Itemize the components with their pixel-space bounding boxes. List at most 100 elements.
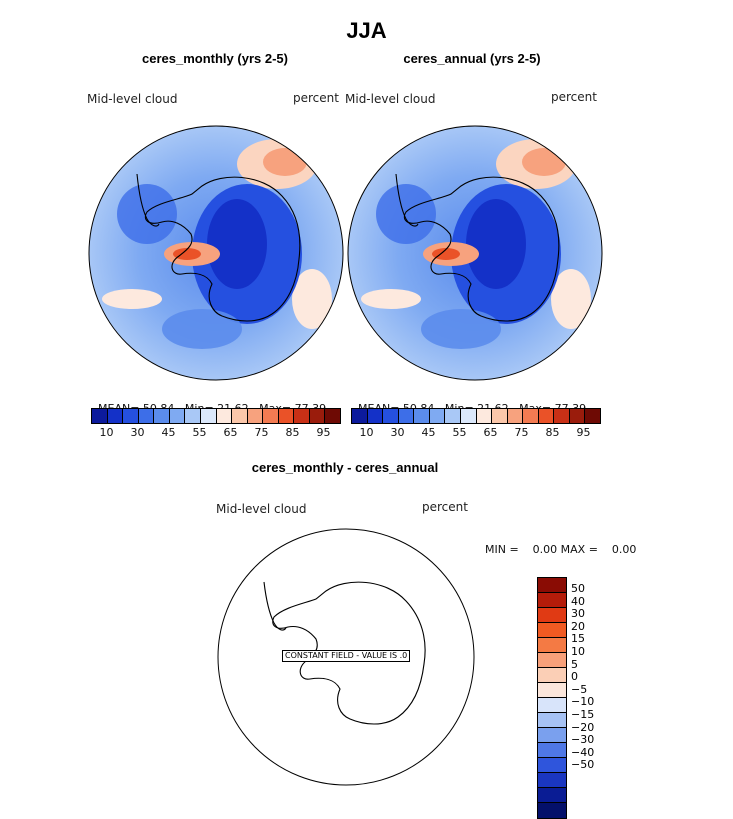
diff-units-label: percent [422,500,468,514]
colorbar-swatch [538,623,566,638]
colorbar-tick-label: 50 [571,582,585,595]
panel-1-title: ceres_monthly (yrs 2-5) [142,51,288,66]
colorbar-tick-label: 15 [571,632,585,646]
colorbar-swatch [538,713,566,728]
antarctica-coastline [144,176,301,322]
colorbar-tick-label: 95 [576,426,591,439]
warm-core-northeast [522,148,566,176]
colorbar-swatch [538,683,566,698]
colorbar-swatch [367,409,384,423]
colorbar-swatch [538,758,566,773]
colorbar-swatch [185,409,201,423]
colorbar-swatch [352,409,368,423]
warm-patch-east [292,269,332,329]
panel-1-colorbar [91,408,341,424]
colorbar-swatch [294,409,310,423]
colorbar-swatch [538,653,566,668]
colorbar-swatch [107,409,124,423]
colorbar-tick-label: −50 [571,758,595,772]
colorbar-swatch [538,593,566,608]
colorbar-swatch [507,409,524,423]
panel-1-variable-label: Mid-level cloud [87,92,178,106]
colorbar-swatch [569,409,586,423]
cold-patch-northwest [117,184,177,244]
colorbar-tick-label: −40 [571,745,595,759]
colorbar-swatch [325,409,340,423]
colorbar-tick-label: 10 [99,426,114,439]
colorbar-tick-label: 20 [571,619,585,633]
colorbar-swatch [383,409,399,423]
cold-core-continent [207,199,267,289]
cold-patch-south [162,309,242,349]
colorbar-swatch [309,409,326,423]
antarctica-coastline [403,176,560,322]
colorbar-tick-label: −5 [571,682,588,696]
colorbar-swatch [538,668,566,683]
diff-colorbar [537,577,567,819]
constant-field-note: CONSTANT FIELD - VALUE IS .0 [282,650,411,662]
colorbar-tick-label: 55 [192,426,207,439]
colorbar-tick-label: 30 [571,607,585,621]
colorbar-swatch [263,409,279,423]
cold-core-continent [466,199,526,289]
colorbar-tick-label: −15 [571,707,595,721]
colorbar-swatch [92,409,108,423]
colorbar-swatch [492,409,508,423]
peninsula-coastline [136,173,160,227]
map-border [88,125,344,381]
colorbar-tick-label: −10 [571,695,595,709]
diff-panel-title: ceres_monthly - ceres_annual [251,460,439,475]
diff-variable-label: Mid-level cloud [216,502,307,516]
colorbar-swatch [154,409,170,423]
colorbar-swatch [538,773,566,788]
colorbar-swatch [216,409,233,423]
panel-2-colorbar-ticks: 10 30 45 55 65 75 85 95 [351,426,599,440]
warm-core-northeast [263,148,307,176]
colorbar-swatch [200,409,217,423]
colorbar-tick-label: 65 [223,426,238,439]
colorbar-tick-label: 85 [545,426,560,439]
warm-patch-west [102,289,162,309]
colorbar-swatch [460,409,477,423]
colorbar-swatch [232,409,248,423]
panel-2-colorbar [351,408,601,424]
colorbar-swatch [476,409,493,423]
panel-2-variable-label: Mid-level cloud [345,92,436,106]
diff-minmax-readout: MIN = 0.00 MAX = 0.00 [485,543,637,556]
colorbar-tick-label: 45 [421,426,436,439]
map-border [347,125,603,381]
colorbar-swatch [398,409,415,423]
warm-patch-east [551,269,591,329]
colorbar-tick-label: 75 [254,426,269,439]
colorbar-tick-label: 30 [390,426,405,439]
colorbar-tick-label: 10 [359,426,374,439]
panel-1-units-label: percent [293,91,339,105]
panel-2-units-label: percent [551,90,597,104]
panel-2-polar-map [347,125,603,381]
colorbar-tick-label: −30 [571,733,595,747]
warm-patch-west [361,289,421,309]
panel-2-title: ceres_annual (yrs 2-5) [403,51,541,66]
colorbar-tick-label: 5 [571,657,578,671]
colorbar-swatch [414,409,430,423]
cold-patch-northwest [376,184,436,244]
panel-1-polar-map [88,125,344,381]
colorbar-swatch [538,409,555,423]
colorbar-swatch [538,728,566,743]
colorbar-swatch [247,409,264,423]
diff-colorbar-ticks: 50 40 30 20 15 10 5 0 −5 −10 −15 −20 −30 −40 −50 [571,582,611,772]
colorbar-swatch [429,409,446,423]
colorbar-swatch [538,698,566,713]
colorbar-swatch [138,409,155,423]
colorbar-swatch [538,743,566,758]
colorbar-tick-label: 75 [514,426,529,439]
colorbar-swatch [554,409,570,423]
peninsula-coastline [263,581,287,631]
antarctica-coastline [272,581,426,725]
peninsula-coastline [395,173,419,227]
colorbar-swatch [169,409,186,423]
warm-core-ross [432,248,460,260]
colorbar-tick-label: 95 [316,426,331,439]
colorbar-tick-label: 85 [285,426,300,439]
colorbar-tick-label: 30 [130,426,145,439]
